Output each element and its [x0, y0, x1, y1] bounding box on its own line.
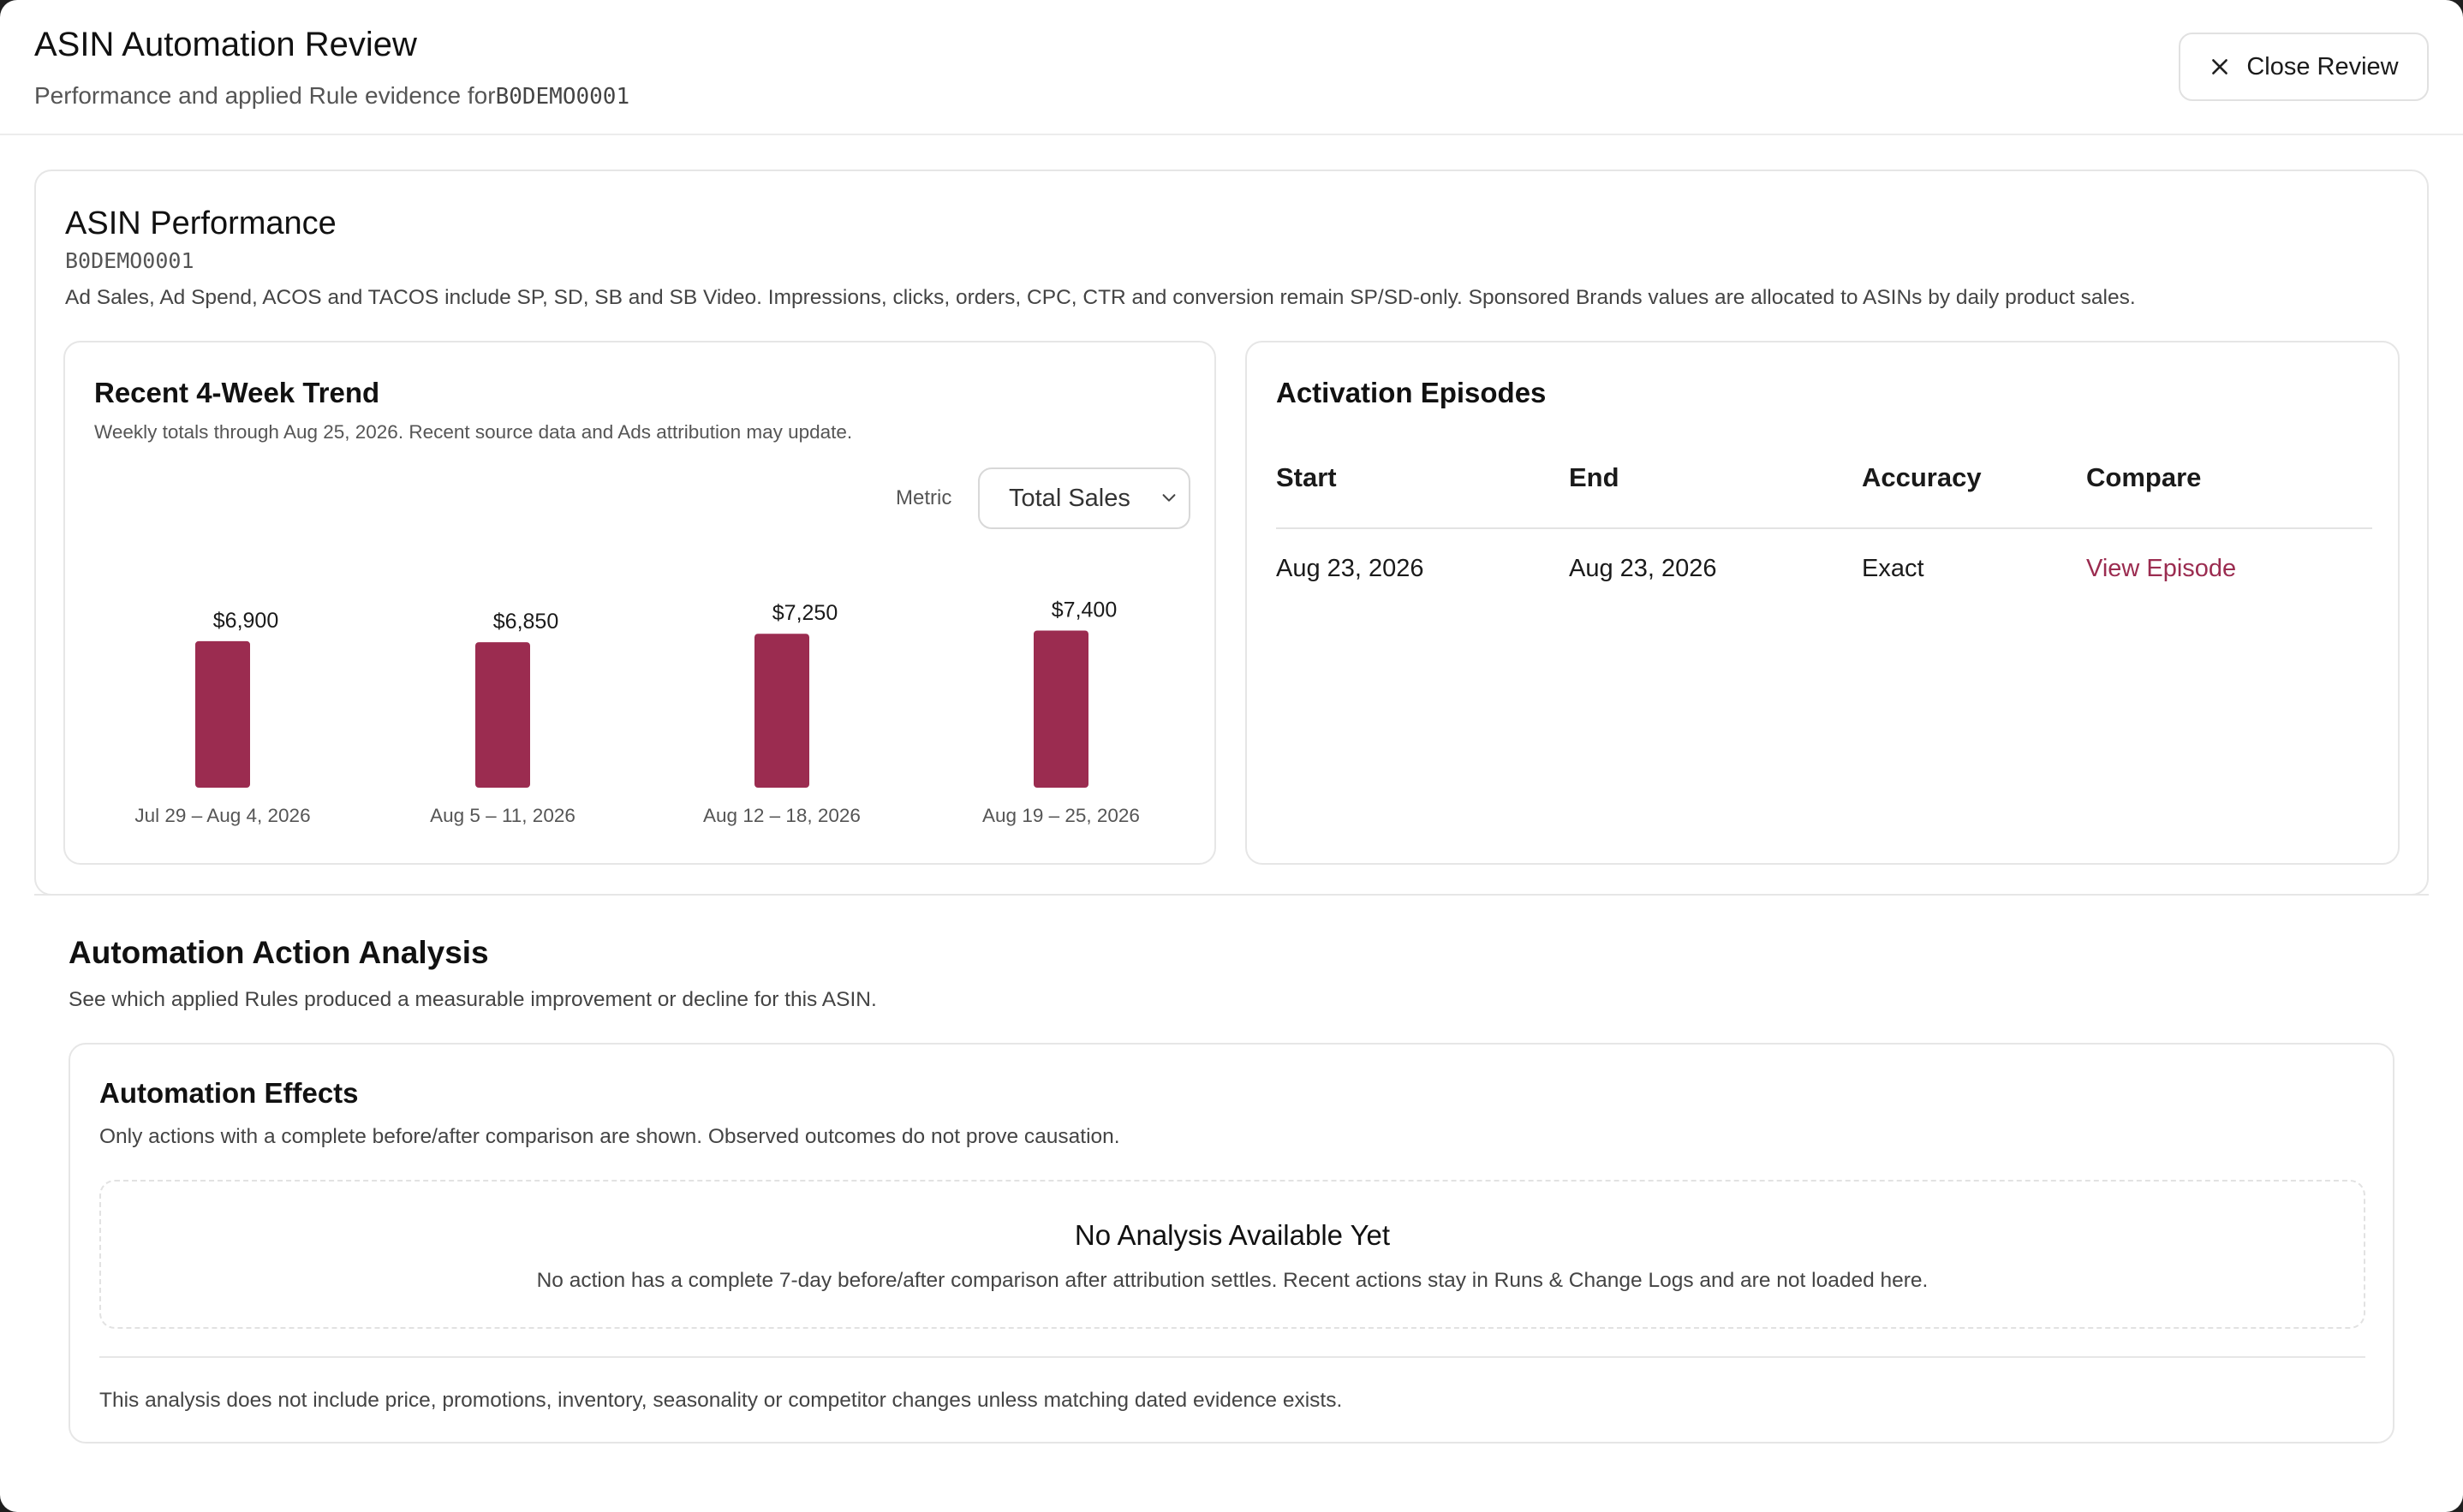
chart-bar — [754, 634, 809, 788]
episodes-title: Activation Episodes — [1276, 377, 1546, 409]
column-header-compare: Compare — [2086, 462, 2201, 493]
column-header-end: End — [1569, 462, 1619, 493]
automation-effects-card: Automation Effects Only actions with a c… — [69, 1043, 2394, 1444]
episode-start: Aug 23, 2026 — [1276, 555, 1424, 583]
chart-bar — [195, 641, 250, 788]
empty-state-title: No Analysis Available Yet — [101, 1219, 2364, 1252]
x-axis-tick-label: Aug 5 – 11, 2026 — [430, 805, 575, 826]
empty-state: No Analysis Available Yet No action has … — [99, 1180, 2365, 1329]
analysis-title: Automation Action Analysis — [69, 935, 489, 971]
effects-divider — [99, 1356, 2365, 1358]
table-row: Aug 23, 2026 Aug 23, 2026 Exact View Epi… — [1276, 555, 2372, 606]
trend-chart: $6,900 Jul 29 – Aug 4, 2026 $6,850 Aug 5 – … — [65, 342, 1218, 866]
subtitle-asin: B0DEMO0001 — [496, 84, 630, 110]
close-review-button[interactable]: Close Review — [2179, 33, 2429, 101]
empty-state-text: No action has a complete 7-day before/af… — [101, 1269, 2364, 1293]
episodes-table-header: Start End Accuracy Compare — [1276, 462, 2372, 529]
effects-footnote: This analysis does not include price, pr… — [99, 1389, 1342, 1413]
modal-header: ASIN Automation Review Performance and a… — [0, 0, 2463, 135]
chart-bar — [475, 642, 530, 788]
trend-card: Recent 4-Week Trend Weekly totals throug… — [63, 341, 1216, 865]
x-axis-tick-label: Jul 29 – Aug 4, 2026 — [134, 805, 310, 826]
performance-asin: B0DEMO0001 — [65, 248, 194, 273]
episode-accuracy: Exact — [1862, 555, 1924, 583]
bar-value-label: $6,900 — [213, 609, 278, 633]
page-subtitle: Performance and applied Rule evidence fo… — [34, 82, 629, 110]
effects-title: Automation Effects — [99, 1077, 359, 1110]
close-review-label: Close Review — [2246, 53, 2398, 81]
column-header-start: Start — [1276, 462, 1337, 493]
column-header-accuracy: Accuracy — [1862, 462, 1982, 493]
performance-title: ASIN Performance — [65, 205, 337, 242]
chart-bar — [1034, 630, 1088, 788]
close-icon — [2209, 56, 2231, 78]
analysis-subtitle: See which applied Rules produced a measu… — [69, 988, 877, 1012]
performance-note: Ad Sales, Ad Spend, ACOS and TACOS inclu… — [65, 286, 2136, 310]
effects-subtitle: Only actions with a complete before/afte… — [99, 1125, 1120, 1149]
x-axis-tick-label: Aug 19 – 25, 2026 — [982, 805, 1140, 826]
bar-value-label: $7,250 — [772, 601, 838, 625]
x-axis-tick-label: Aug 12 – 18, 2026 — [703, 805, 861, 826]
page-title: ASIN Automation Review — [34, 26, 417, 64]
episode-end: Aug 23, 2026 — [1569, 555, 1717, 583]
activation-episodes-card: Activation Episodes Start End Accuracy C… — [1245, 341, 2400, 865]
section-divider — [34, 894, 2429, 896]
view-episode-link[interactable]: View Episode — [2086, 555, 2236, 583]
subtitle-text: Performance and applied Rule evidence fo… — [34, 82, 496, 109]
bar-value-label: $6,850 — [493, 610, 558, 634]
bar-value-label: $7,400 — [1052, 598, 1117, 622]
